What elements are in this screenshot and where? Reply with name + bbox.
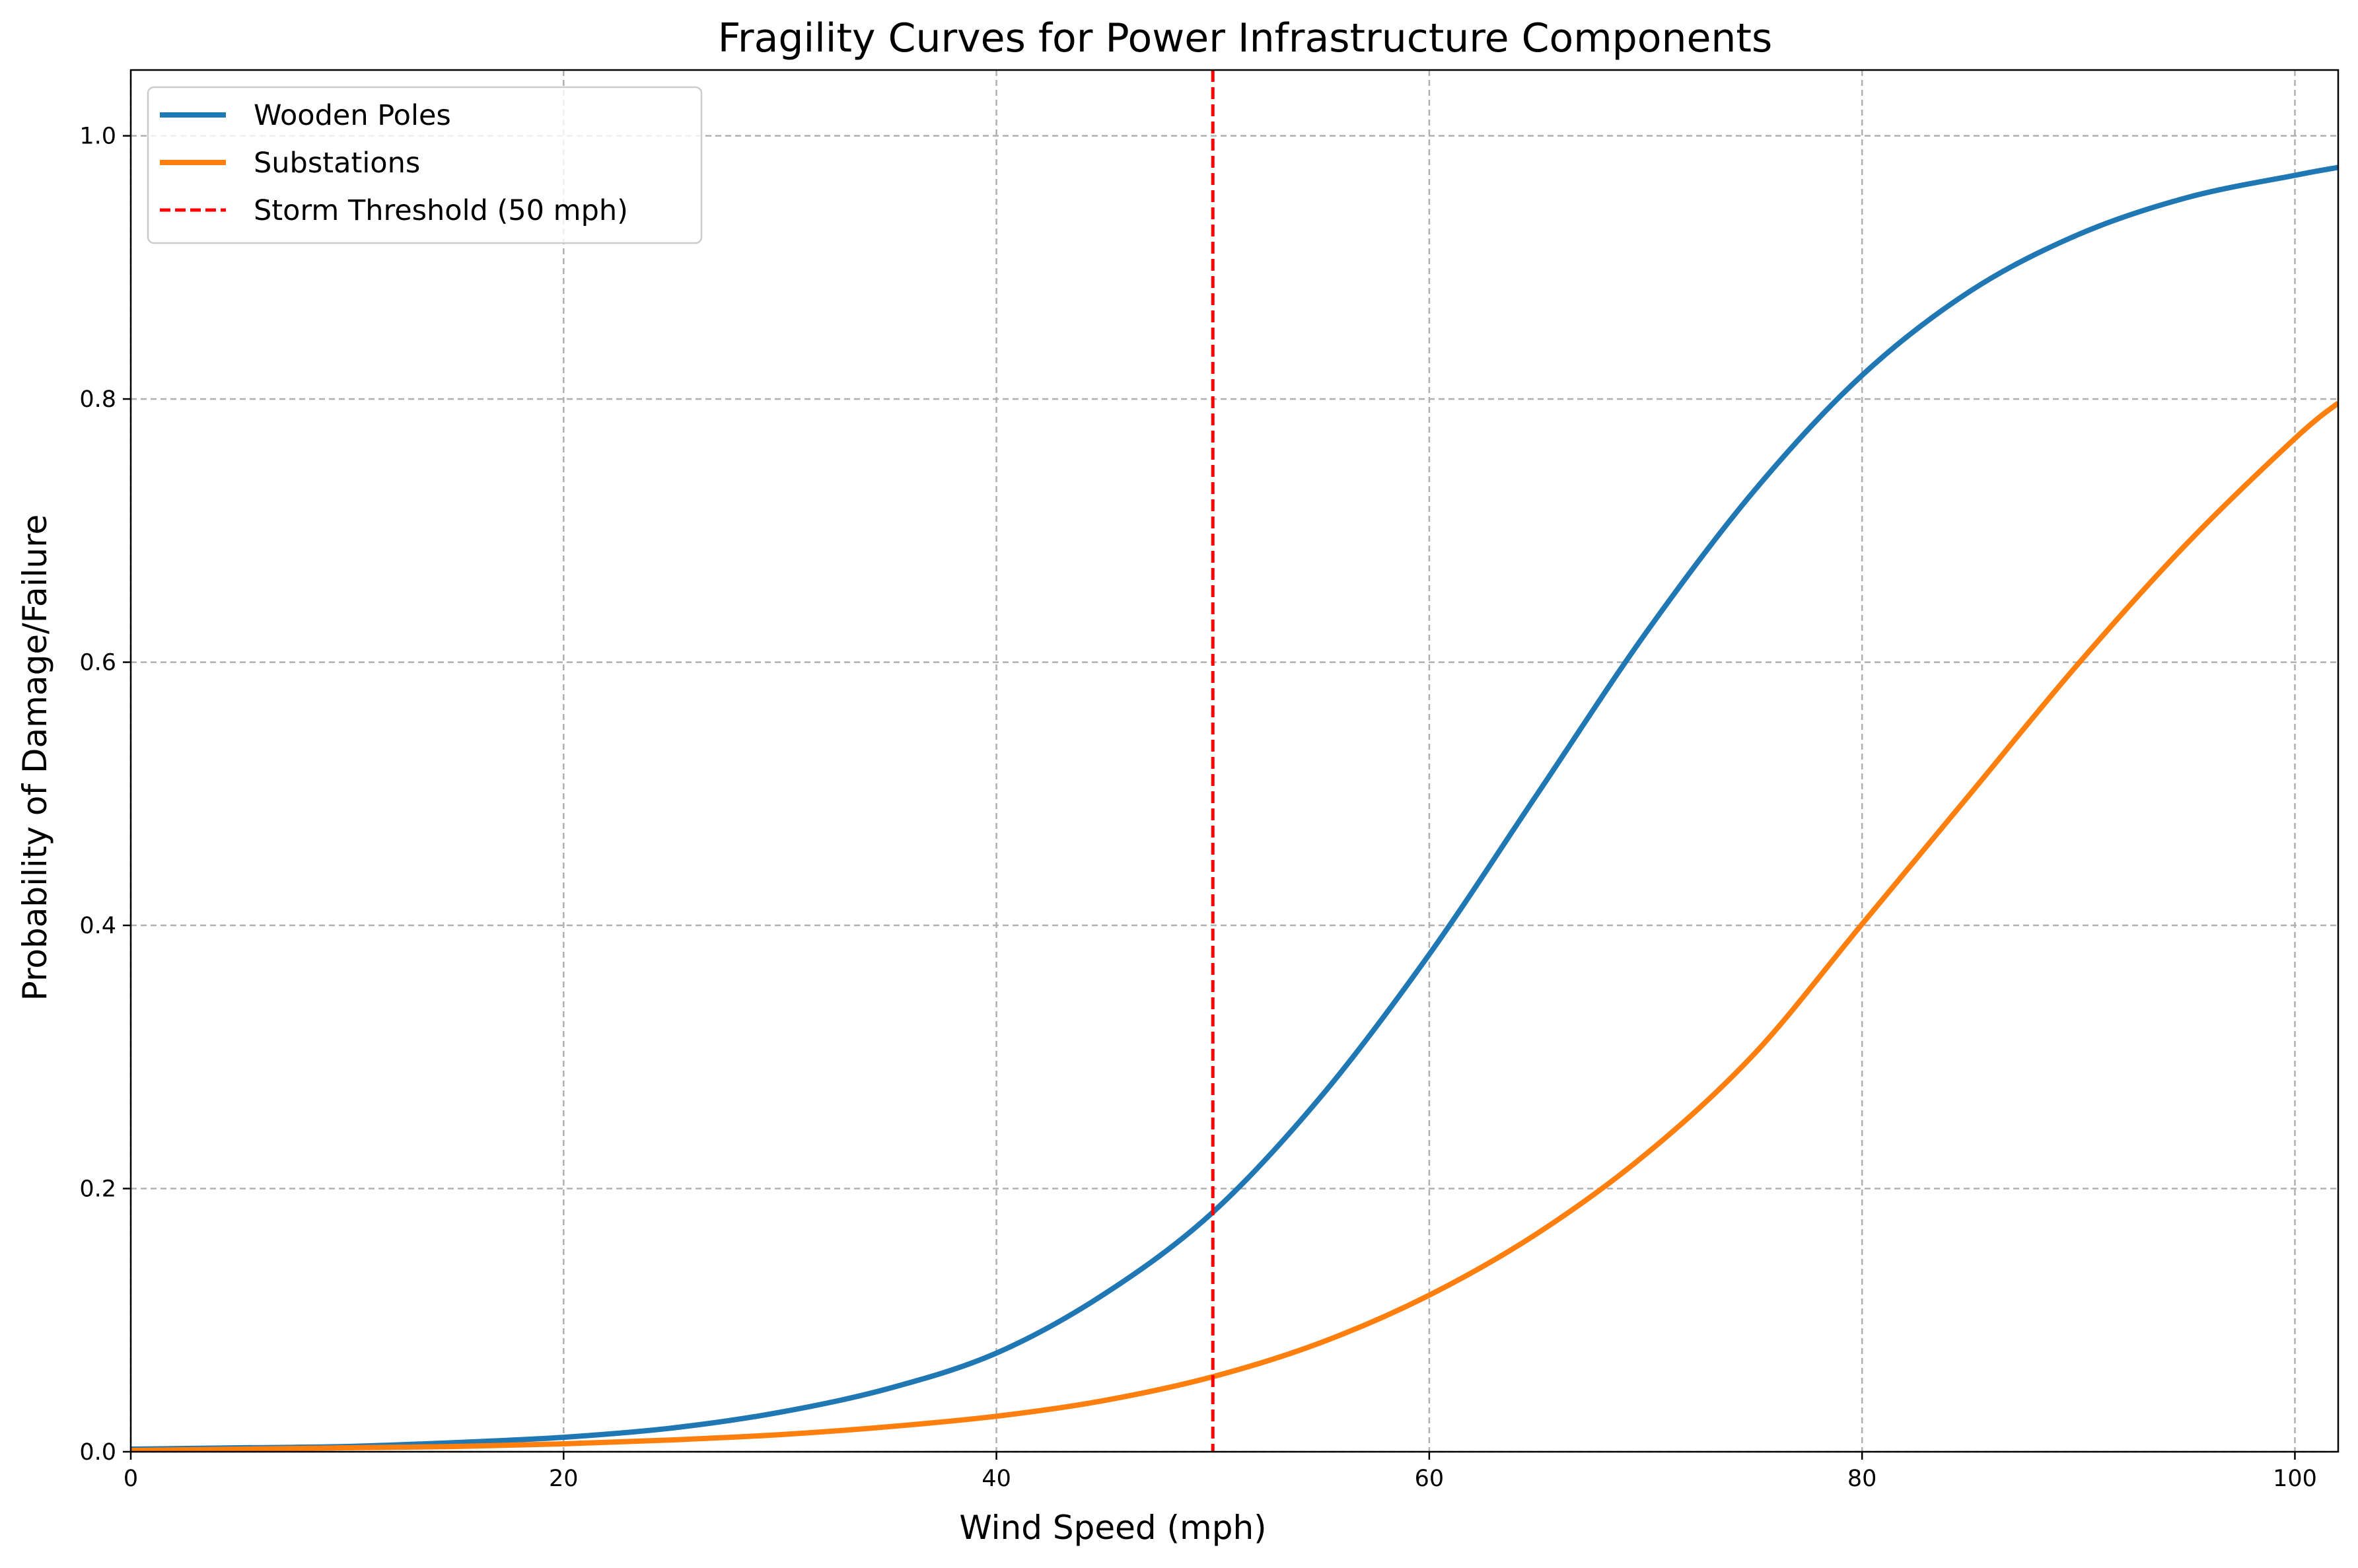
y-tick-label-0: 0.0 <box>79 1439 116 1466</box>
chart-title: Fragility Curves for Power Infrastructur… <box>718 15 1772 61</box>
series-line-wooden-poles <box>131 164 2338 1452</box>
legend-label-0: Wooden Poles <box>254 99 451 132</box>
plot-frame <box>129 69 2340 1453</box>
legend-box <box>147 86 703 244</box>
y-tick-label-5: 1.0 <box>79 124 116 150</box>
legend-label-1: Substations <box>254 147 420 180</box>
x-tick-label-1: 20 <box>549 1466 579 1492</box>
y-tick-label-2: 0.4 <box>79 913 116 939</box>
x-tick-label-0: 0 <box>124 1466 138 1492</box>
series-line-substations <box>131 400 2338 1452</box>
x-tick-label-4: 80 <box>1847 1466 1877 1492</box>
y-axis-label: Probability of Damage/Failure <box>16 515 54 1001</box>
y-tick-label-1: 0.2 <box>79 1176 116 1203</box>
y-tick-label-4: 0.8 <box>79 386 116 413</box>
legend-label-2: Storm Threshold (50 mph) <box>254 194 628 227</box>
legend: Wooden Poles Substations Storm Threshold (… <box>147 86 703 244</box>
plot-area <box>131 70 2338 1452</box>
x-tick-label-3: 60 <box>1415 1466 1445 1492</box>
axis-ticks: 0 20 40 60 80 100 0.0 0.2 0.4 0.6 0.8 1.0 <box>79 124 2317 1492</box>
y-tick-label-3: 0.6 <box>79 650 116 676</box>
x-axis-label: Wind Speed (mph) <box>959 1509 1266 1547</box>
x-tick-label-2: 40 <box>982 1466 1011 1492</box>
x-tick-label-5: 100 <box>2273 1466 2317 1492</box>
